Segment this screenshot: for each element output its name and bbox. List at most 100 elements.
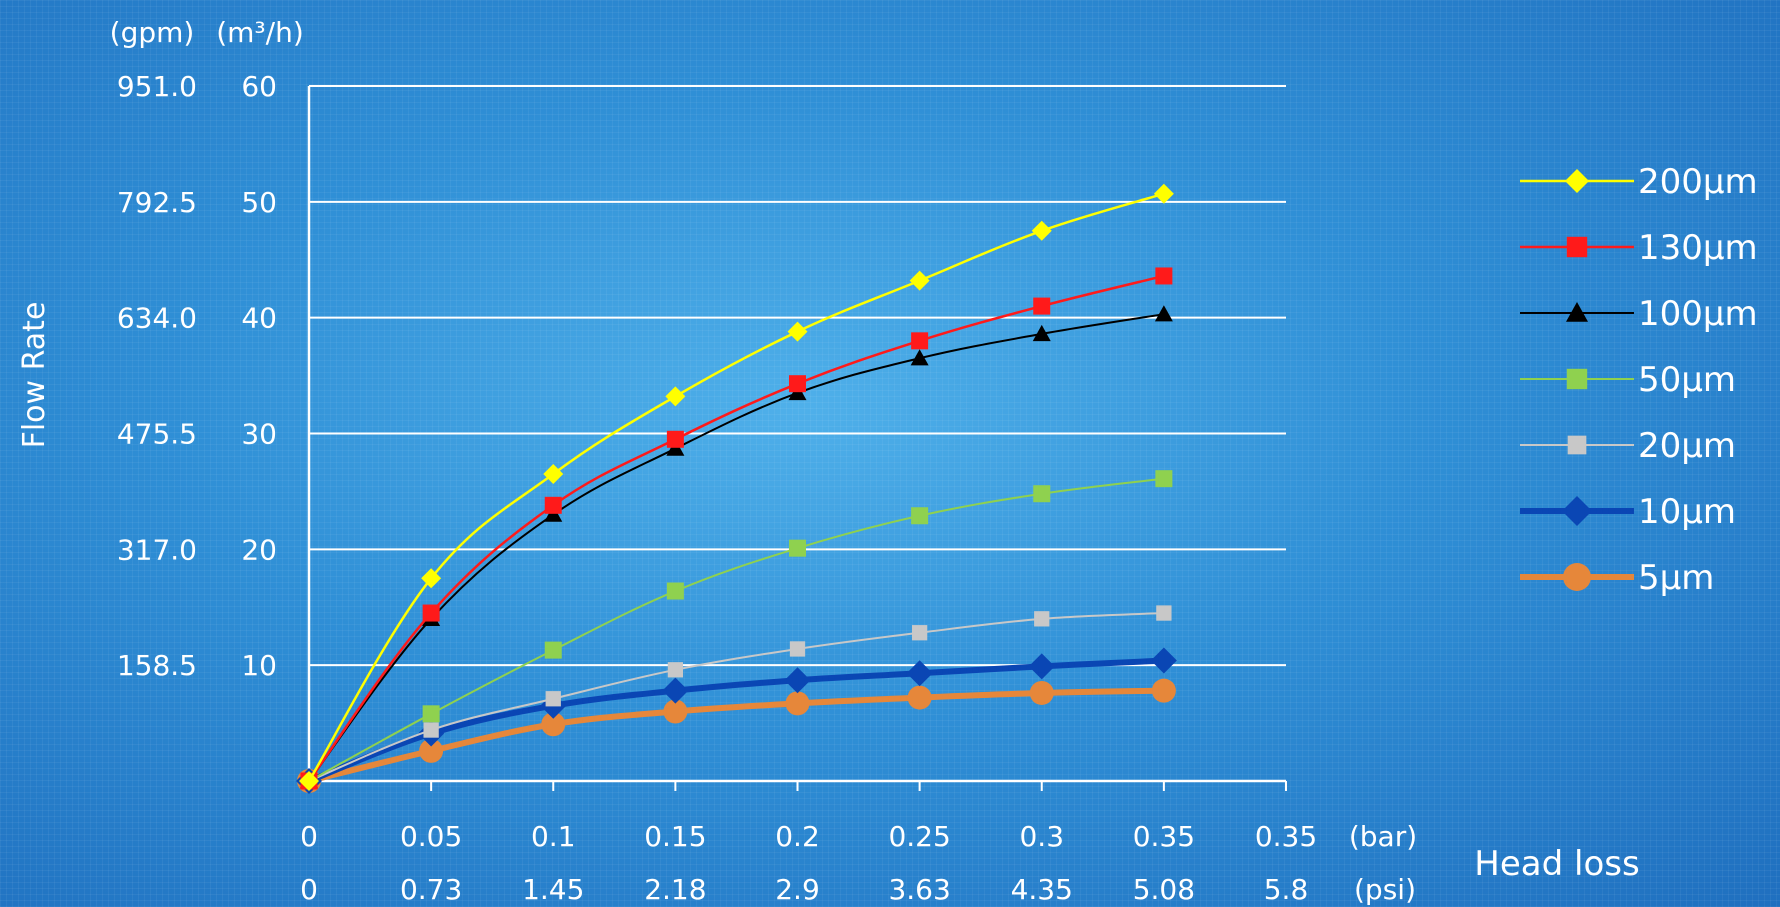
- x-tick-label-psi: 4.35: [1011, 873, 1073, 906]
- legend-item: 20μm: [1520, 426, 1736, 466]
- y-tick-label-gpm: 317.0: [117, 533, 197, 566]
- x-tick-label-bar: 0.35: [1133, 820, 1195, 853]
- data-point: [911, 507, 929, 525]
- data-point: [910, 349, 929, 366]
- y-tick-label-m3h: 50: [241, 186, 277, 219]
- data-point: [544, 496, 562, 514]
- data-point: [1033, 297, 1051, 315]
- tick-labels: 60 50 40 30 20 10 951.0 792.5 634.0 475.5 317.0 158…: [117, 70, 1317, 906]
- data-point: [789, 641, 806, 657]
- legend-item: 200μm: [1520, 162, 1758, 202]
- series-line: [306, 657, 1167, 784]
- data-point: [545, 691, 561, 707]
- data-point: [419, 738, 444, 763]
- y-tick-label-gpm: 792.5: [117, 186, 197, 219]
- data-point: [1150, 647, 1177, 674]
- legend-label: 100μm: [1638, 294, 1758, 334]
- series-group: [296, 183, 1177, 794]
- data-point: [1034, 611, 1050, 627]
- y-tick-label-gpm: 475.5: [117, 418, 197, 451]
- legend-item: 130μm: [1520, 228, 1758, 268]
- data-point: [1155, 470, 1173, 488]
- x-tick-label-psi: 5.08: [1133, 873, 1195, 906]
- data-point: [906, 660, 933, 687]
- x-tick-label-bar: 0.3: [1019, 820, 1064, 853]
- y-tick-label-m3h: 40: [241, 302, 277, 335]
- data-point: [666, 582, 684, 600]
- data-point: [662, 677, 689, 704]
- y-tick-label-m3h: 20: [241, 533, 277, 566]
- data-point: [1033, 485, 1051, 503]
- data-point: [1155, 267, 1173, 285]
- y-tick-label-gpm: 951.0: [117, 70, 197, 103]
- x-unit-top: (bar): [1349, 820, 1417, 853]
- series-line: [308, 612, 1165, 782]
- legend-label: 200μm: [1638, 162, 1758, 202]
- data-point: [784, 667, 811, 694]
- series-200m: [299, 183, 1174, 791]
- data-point: [541, 712, 566, 737]
- x-tick-label-bar: 0.1: [531, 820, 576, 853]
- x-tick-label-psi: 3.63: [888, 873, 950, 906]
- data-point: [789, 539, 806, 557]
- x-axis-label: Head loss: [1474, 844, 1639, 884]
- x-tick-label-bar: 0.35: [1255, 820, 1317, 853]
- legend: 200μm 130μm 100μm 50μm 20μm 10μm 5μm: [1520, 162, 1758, 598]
- legend-item: 10μm: [1520, 492, 1736, 532]
- legend-label: 50μm: [1638, 360, 1736, 400]
- data-point: [421, 568, 442, 589]
- legend-marker: [1566, 236, 1588, 258]
- legend-label: 20μm: [1638, 426, 1736, 466]
- data-point: [663, 699, 688, 724]
- data-point: [1028, 653, 1055, 680]
- data-point: [787, 321, 808, 342]
- data-point: [907, 685, 932, 710]
- x-tick-label-bar: 0.2: [775, 820, 820, 853]
- y-axis-label: Flow Rate: [17, 302, 52, 449]
- data-point: [1153, 183, 1174, 204]
- series-line: [306, 687, 1167, 784]
- x-tick-label-psi: 1.45: [522, 873, 584, 906]
- data-point: [666, 430, 684, 448]
- legend-marker: [1566, 302, 1588, 322]
- x-tick-label-bar: 0: [300, 820, 318, 853]
- data-point: [785, 691, 810, 716]
- y-unit-left: (gpm): [110, 16, 195, 49]
- y-tick-label-m3h: 60: [241, 70, 277, 103]
- x-tick-label-psi: 0: [300, 873, 318, 906]
- data-point: [1031, 220, 1052, 241]
- data-point: [422, 604, 440, 622]
- legend-marker: [1563, 563, 1591, 591]
- data-point: [1029, 680, 1054, 705]
- y-unit-right: (m³/h): [216, 16, 304, 49]
- x-tick-label-bar: 0.15: [644, 820, 706, 853]
- data-point: [911, 332, 929, 350]
- x-tick-label-psi: 0.73: [400, 873, 462, 906]
- data-point: [1156, 605, 1172, 621]
- legend-item: 100μm: [1520, 294, 1758, 334]
- legend-label: 5μm: [1638, 558, 1714, 598]
- data-point: [1151, 678, 1176, 703]
- legend-label: 130μm: [1638, 228, 1758, 268]
- x-tick-label-bar: 0.25: [888, 820, 950, 853]
- x-tick-label-psi: 2.18: [644, 873, 706, 906]
- y-tick-label-gpm: 158.5: [117, 649, 197, 682]
- data-point: [665, 386, 686, 407]
- data-point: [423, 722, 439, 738]
- legend-item: 50μm: [1520, 360, 1736, 400]
- data-point: [667, 662, 684, 678]
- data-point: [789, 375, 806, 393]
- x-tick-label-bar: 0.05: [400, 820, 462, 853]
- y-tick-label-m3h: 10: [241, 649, 277, 682]
- data-point: [544, 641, 562, 659]
- legend-label: 10μm: [1638, 492, 1736, 532]
- legend-marker: [1565, 169, 1589, 193]
- x-tick-label-psi: 5.8: [1264, 873, 1309, 906]
- legend-marker: [1566, 368, 1588, 390]
- data-point: [299, 771, 319, 791]
- x-unit-bottom: (psi): [1354, 873, 1416, 906]
- data-point: [422, 705, 440, 723]
- data-point: [1032, 324, 1051, 342]
- data-point: [1154, 305, 1173, 322]
